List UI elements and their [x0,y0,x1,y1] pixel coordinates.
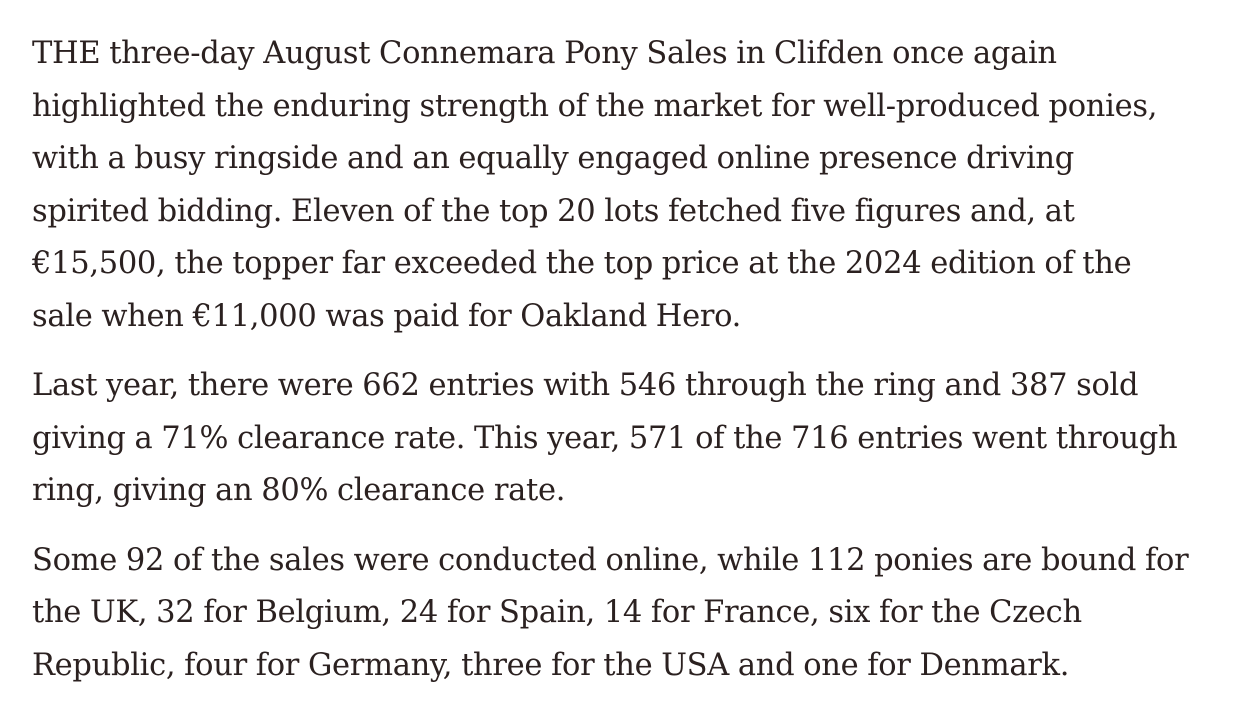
paragraph-export-destinations: Some 92 of the sales were conducted onli… [32,535,1232,693]
paragraph-line: with a busy ringside and an equally enga… [32,141,1074,176]
paragraph-line: Last year, there were 662 entries with 5… [32,368,1139,403]
paragraph-line: Republic, four for Germany, three for th… [32,647,1070,683]
paragraph-line: THE three-day August Connemara Pony Sale… [32,36,1057,71]
paragraph-clearance-rates: Last year, there were 662 entries with 5… [32,360,1232,518]
paragraph-line: highlighted the enduring strength of the… [32,88,1158,124]
paragraph-line: sale when €11,000 was paid for Oakland H… [32,298,742,334]
paragraph-line: spirited bidding. Eleven of the top 20 l… [32,193,1075,229]
paragraph-line: Some 92 of the sales were conducted onli… [32,542,1189,578]
paragraph-line: the UK, 32 for Belgium, 24 for Spain, 14… [32,595,1082,630]
paragraph-line: ring, giving an 80% clearance rate. [32,473,566,508]
article-body: THE three-day August Connemara Pony Sale… [32,28,1232,692]
paragraph-sales-summary: THE three-day August Connemara Pony Sale… [32,28,1232,343]
paragraph-line: €15,500, the topper far exceeded the top… [32,246,1132,281]
paragraph-line: giving a 71% clearance rate. This year, … [32,420,1178,456]
